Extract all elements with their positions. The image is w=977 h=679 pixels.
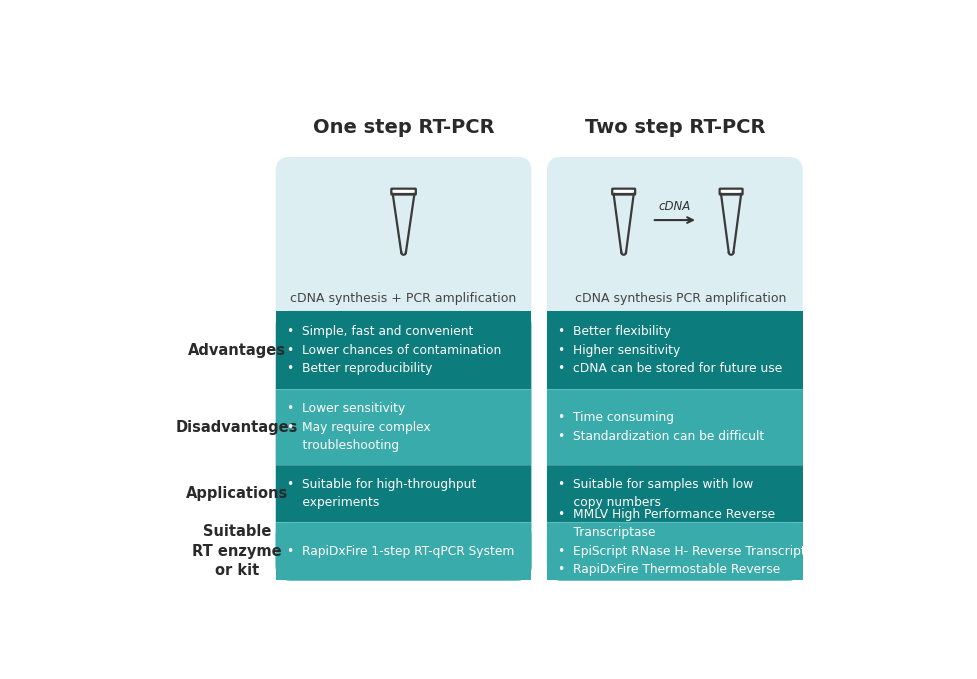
FancyBboxPatch shape bbox=[546, 157, 802, 581]
Text: PCR amplification: PCR amplification bbox=[675, 292, 786, 305]
Text: •  Lower sensitivity
•  May require complex
    troubleshooting: • Lower sensitivity • May require comple… bbox=[286, 402, 430, 452]
Bar bbox=[546, 311, 802, 390]
Text: cDNA: cDNA bbox=[658, 200, 690, 213]
Bar bbox=[546, 390, 802, 465]
Text: cDNA synthesis: cDNA synthesis bbox=[574, 292, 671, 305]
FancyBboxPatch shape bbox=[391, 189, 415, 194]
Text: •  Suitable for high-throughput
    experiments: • Suitable for high-throughput experimen… bbox=[286, 478, 476, 509]
Bar bbox=[276, 465, 531, 522]
Text: •  Suitable for samples with low
    copy numbers: • Suitable for samples with low copy num… bbox=[557, 478, 752, 509]
FancyBboxPatch shape bbox=[276, 157, 531, 581]
Text: One step RT-PCR: One step RT-PCR bbox=[313, 118, 494, 137]
Bar bbox=[276, 522, 531, 581]
Text: •  RapiDxFire 1-step RT-qPCR System: • RapiDxFire 1-step RT-qPCR System bbox=[286, 545, 513, 557]
Text: Two step RT-PCR: Two step RT-PCR bbox=[584, 118, 764, 137]
Text: •  Better flexibility
•  Higher sensitivity
•  cDNA can be stored for future use: • Better flexibility • Higher sensitivit… bbox=[557, 325, 782, 375]
Bar bbox=[546, 522, 802, 581]
Text: Advantages: Advantages bbox=[188, 343, 285, 358]
Text: cDNA synthesis + PCR amplification: cDNA synthesis + PCR amplification bbox=[290, 292, 516, 305]
Text: Disadvantages: Disadvantages bbox=[176, 420, 298, 435]
Text: •  Simple, fast and convenient
•  Lower chances of contamination
•  Better repro: • Simple, fast and convenient • Lower ch… bbox=[286, 325, 500, 375]
Bar bbox=[276, 311, 531, 390]
Bar bbox=[276, 390, 531, 465]
Bar bbox=[546, 311, 802, 390]
FancyBboxPatch shape bbox=[276, 522, 531, 581]
Bar bbox=[276, 311, 531, 390]
FancyBboxPatch shape bbox=[719, 189, 742, 194]
Bar bbox=[546, 465, 802, 522]
Bar bbox=[276, 522, 531, 581]
FancyBboxPatch shape bbox=[612, 189, 634, 194]
Text: Applications: Applications bbox=[186, 486, 288, 501]
Bar bbox=[546, 522, 802, 581]
Text: Suitable
RT enzyme
or kit: Suitable RT enzyme or kit bbox=[191, 524, 281, 579]
Text: •  Time consuming
•  Standardization can be difficult: • Time consuming • Standardization can b… bbox=[557, 411, 763, 443]
FancyBboxPatch shape bbox=[276, 311, 531, 581]
Text: •  MMLV High Performance Reverse
    Transcriptase
•  EpiScript RNase H- Reverse: • MMLV High Performance Reverse Transcri… bbox=[557, 508, 827, 595]
FancyBboxPatch shape bbox=[546, 311, 802, 581]
FancyBboxPatch shape bbox=[546, 522, 802, 581]
